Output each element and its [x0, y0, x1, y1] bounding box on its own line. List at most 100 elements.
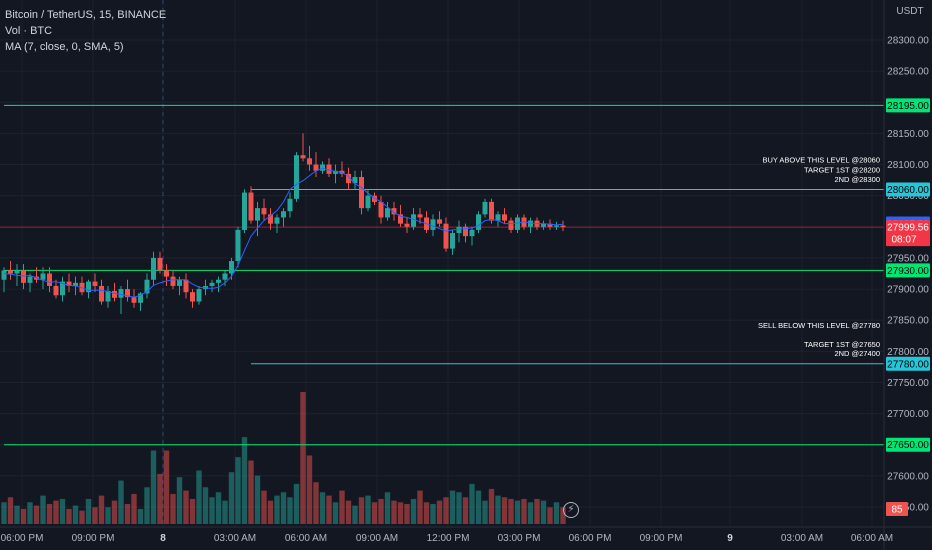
level-price-label: 27780.00 — [887, 359, 929, 370]
candle — [235, 229, 241, 262]
chart-legend: Bitcoin / TetherUS, 15, BINANCE Vol · BT… — [5, 7, 166, 55]
candle — [248, 192, 254, 221]
volume-bar — [85, 498, 92, 524]
candle — [255, 208, 260, 221]
candle — [138, 293, 143, 303]
volume-bar — [384, 492, 391, 524]
candle — [222, 273, 228, 280]
candle — [489, 201, 494, 221]
chart-annotation: TARGET 1ST @28200 — [804, 166, 880, 175]
price-tick-label: 27700.00 — [887, 409, 929, 420]
price-tick-label: 27800.00 — [887, 347, 929, 358]
volume-bar — [274, 495, 280, 524]
volume-bar — [358, 497, 365, 524]
volume-bar — [248, 460, 254, 524]
volume-bar — [92, 507, 98, 524]
volume-bar — [196, 470, 202, 524]
ma-line — [3, 167, 564, 298]
volume-bar — [423, 502, 430, 524]
level-price-label: 28195.00 — [887, 101, 929, 112]
candle — [144, 279, 150, 294]
volume-bar — [391, 500, 397, 524]
volume-bar — [365, 495, 371, 524]
candle — [216, 279, 221, 283]
candle — [8, 270, 13, 274]
volume-bars — [1, 392, 566, 524]
volume-bar — [157, 473, 163, 524]
candle — [313, 164, 319, 171]
candle — [443, 223, 449, 249]
candle — [183, 279, 189, 293]
symbol-title[interactable]: Bitcoin / TetherUS, 15, BINANCE — [5, 9, 167, 21]
volume-bar — [170, 493, 176, 524]
time-tick-label: 12:00 PM — [427, 533, 470, 544]
candle — [560, 225, 566, 228]
volume-bar — [313, 482, 319, 524]
volume-bar — [527, 502, 534, 524]
volume-bar — [352, 505, 358, 524]
horizontal-levels — [0, 104, 884, 446]
level-price-label: 28060.00 — [887, 185, 929, 196]
volume-bar — [332, 502, 339, 524]
volume-bar — [163, 450, 170, 524]
volume-bar — [27, 502, 33, 524]
level-price-badge — [886, 98, 930, 113]
time-tick-label: 03:00 PM — [498, 533, 541, 544]
volume-bar — [508, 498, 514, 524]
candle — [469, 229, 475, 237]
chart-grid — [0, 0, 884, 527]
volume-bar — [404, 503, 410, 524]
time-axis-background — [0, 527, 932, 550]
moving-average — [3, 167, 564, 298]
candle — [209, 282, 215, 286]
candle — [281, 211, 286, 218]
candle — [118, 289, 124, 298]
candle — [404, 223, 410, 227]
volume-bar — [228, 472, 235, 524]
level-price-label: 27930.00 — [887, 266, 929, 277]
candle — [125, 289, 130, 298]
candle — [112, 290, 117, 298]
chart-annotation: SELL BELOW THIS LEVEL @27780 — [758, 321, 880, 330]
volume-bar — [40, 495, 46, 524]
volume-bar — [469, 483, 475, 524]
volume-bar — [326, 495, 332, 524]
lightning-icon[interactable]: ⚡ — [563, 502, 579, 518]
candle — [365, 195, 371, 209]
candle — [66, 281, 72, 286]
candle — [333, 170, 338, 174]
volume-bar — [345, 500, 352, 524]
chart-annotation: TARGET 1ST @27650 — [804, 340, 880, 349]
ma-indicator-label[interactable]: MA (7, close, 0, SMA, 5) — [5, 41, 124, 53]
time-tick-label: 06:00 PM — [569, 533, 612, 544]
price-tick-label: 27600.00 — [887, 471, 929, 482]
volume-bar — [267, 500, 274, 524]
candle — [385, 208, 390, 218]
chart-annotation: 2ND @27400 — [834, 349, 880, 358]
volume-bar — [131, 493, 137, 524]
current-price-badge — [886, 220, 930, 247]
candle — [164, 270, 169, 277]
volume-bar — [495, 495, 501, 524]
candle — [541, 223, 546, 227]
candle — [547, 223, 553, 227]
volume-bar — [150, 450, 157, 524]
candle — [21, 270, 26, 283]
candle — [261, 208, 267, 215]
candle — [456, 226, 462, 234]
volume-bar — [72, 505, 79, 524]
volume-bar — [118, 480, 124, 524]
volume-indicator-label[interactable]: Vol · BTC — [5, 25, 53, 37]
candle — [105, 290, 111, 302]
volume-bar — [475, 490, 482, 524]
candle — [437, 219, 442, 224]
volume-bar — [482, 500, 488, 524]
candle — [430, 219, 436, 230]
price-tick-label: 27850.00 — [887, 316, 929, 327]
volume-bar — [300, 392, 306, 524]
time-tick-label: 06:00 AM — [285, 533, 327, 544]
volume-bar — [514, 500, 521, 524]
volume-bar — [1, 502, 7, 524]
volume-bar — [105, 507, 111, 524]
